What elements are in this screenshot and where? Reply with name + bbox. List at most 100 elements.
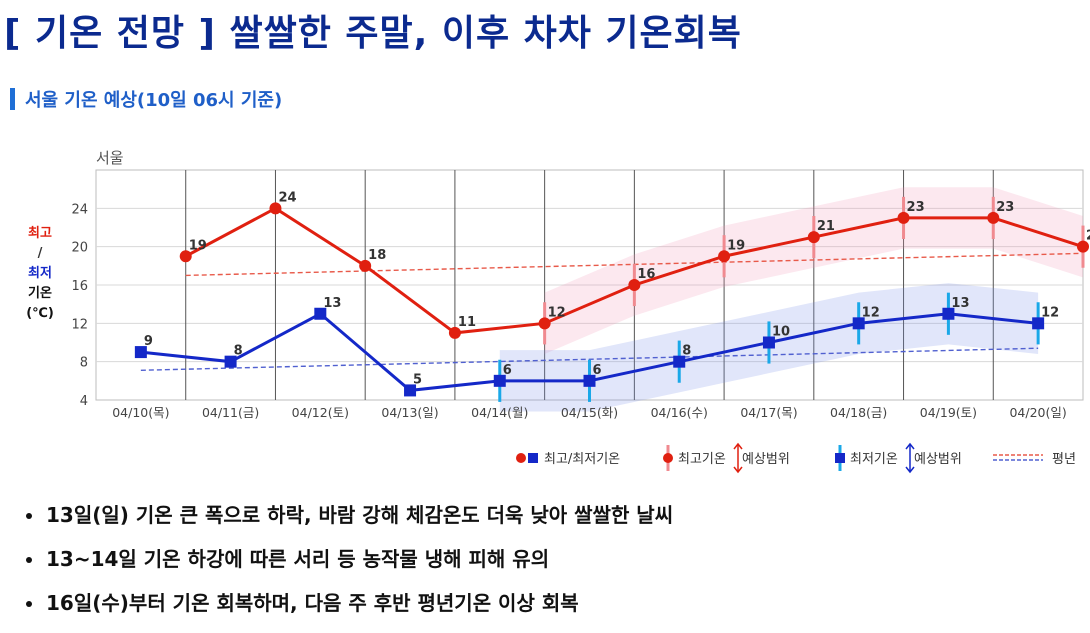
max-temp-point [538,317,551,330]
section-heading-text: 서울 기온 예상(10일 06시 기준) [25,90,283,111]
data-label: 24 [278,190,296,205]
summary-bullets: 13일(일) 기온 큰 폭으로 하락, 바람 강해 체감온도 더욱 낮아 쌀쌀한… [26,500,673,632]
y-axis-ticks: 4 8 12 16 20 24 [71,202,88,409]
max-temp-point [807,231,820,244]
bullet-dot [26,513,32,519]
data-label: 20 [1086,229,1090,244]
max-temp-range-band [544,187,1083,354]
data-label: 13 [323,296,341,311]
y-tick-label: 12 [71,317,88,332]
data-label: 12 [862,305,880,320]
data-label: 18 [368,248,386,263]
chart-legend: 최고/최저기온 최고기온 예상범위 최저기온 예상범위 평년 [516,442,1076,474]
data-label: 21 [817,219,835,234]
data-label: 19 [727,238,745,253]
y-tick-label: 16 [71,279,88,294]
legend-arrow-up-icon [733,442,743,450]
min-temp-point [852,317,865,330]
max-temp-point [269,202,282,215]
max-temp-point [718,250,731,263]
max-temp-point [628,279,641,291]
data-label: 23 [907,200,925,215]
bullet-dot [26,601,32,607]
bullet-dot [26,557,32,563]
legend-label: 최고기온 [678,452,726,467]
y-tick-label: 20 [71,241,88,256]
data-label: 13 [951,296,969,311]
x-tick-label: 04/17(목) [740,405,797,420]
min-temp-point [493,374,506,387]
data-label: 19 [189,238,207,253]
data-label: 16 [637,267,655,282]
legend-label: 예상범위 [914,452,962,467]
min-temp-point [314,307,327,320]
min-temp-point [404,384,417,397]
min-temp-point [762,336,775,349]
x-tick-label: 04/13(일) [381,405,438,420]
legend-max-marker [516,453,526,463]
y-tick-label: 8 [80,356,88,371]
legend-label: 평년 [1052,452,1076,467]
legend-arrow-down-icon [905,466,915,474]
legend-label: 최고/최저기온 [544,452,620,467]
x-tick-label: 04/11(금) [202,405,259,420]
x-tick-label: 04/19(토) [920,405,977,420]
legend-min-marker [528,453,538,463]
bullet-item: 13일(일) 기온 큰 폭으로 하락, 바람 강해 체감온도 더욱 낮아 쌀쌀한… [26,500,673,544]
x-tick-label: 04/15(화) [561,405,618,420]
data-label: 5 [413,372,422,387]
max-temp-point [897,211,910,224]
bullet-item: 16일(수)부터 기온 회복하며, 다음 주 후반 평년기온 이상 회복 [26,588,673,632]
x-tick-label: 04/12(토) [292,405,349,420]
data-label: 12 [1041,305,1059,320]
y-axis-label-part: 기온 [28,286,52,301]
bullet-text: 16일(수)부터 기온 회복하며, 다음 주 후반 평년기온 이상 회복 [46,591,579,615]
bullet-text: 13일(일) 기온 큰 폭으로 하락, 바람 강해 체감온도 더욱 낮아 쌀쌀한… [46,503,674,527]
min-temp-point [583,374,596,387]
x-axis-ticks: 04/10(목) 04/11(금) 04/12(토) 04/13(일) 04/14(월)… [112,405,1067,420]
data-label: 6 [593,363,602,378]
data-label: 8 [234,344,243,359]
data-label: 23 [996,200,1014,215]
legend-min-marker [835,453,845,463]
section-heading: 서울 기온 예상(10일 06시 기준) [10,88,283,111]
x-tick-label: 04/10(목) [112,405,169,420]
y-axis-label-part: (℃) [26,306,54,321]
y-axis-label-part: 최고 [28,226,52,241]
max-temp-point [359,259,372,272]
legend-label: 예상범위 [742,452,790,467]
y-tick-label: 24 [71,202,88,217]
max-temp-point [179,250,192,263]
chart-title: 서울 [96,149,124,167]
data-label: 8 [682,344,691,359]
legend-max-marker [663,453,673,463]
y-axis-label-part: 최저 [28,266,52,281]
max-temp-point [448,326,461,339]
x-tick-label: 04/16(수) [651,405,708,420]
data-label: 6 [503,363,512,378]
normal-min-line [140,347,1039,371]
bullet-text: 13~14일 기온 하강에 따른 서리 등 농작물 냉해 피해 유의 [46,547,550,571]
temperature-chart: 서울 최고/최저기온(℃) 19241811121619212323209813… [26,149,1090,474]
legend-arrow-down-icon [733,466,743,474]
max-temp-point [987,211,1000,224]
min-temp-point [673,355,686,368]
data-label: 12 [548,305,566,320]
y-axis-label-part: / [38,246,43,261]
min-temp-point [134,346,147,359]
x-tick-label: 04/20(일) [1009,405,1066,420]
data-label: 11 [458,315,476,330]
y-axis-label: 최고 / 최저기온 (℃) [26,226,54,321]
data-label: 9 [144,334,153,349]
page-title: [ 기온 전망 ] 쌀쌀한 주말, 이후 차차 기온회복 [4,13,742,54]
min-temp-point [224,355,237,368]
y-tick-label: 4 [80,394,88,409]
legend-arrow-up-icon [905,442,915,450]
x-tick-label: 04/14(월) [471,405,528,420]
legend-label: 최저기온 [850,452,898,467]
min-temp-point [942,307,955,320]
bullet-item: 13~14일 기온 하강에 따른 서리 등 농작물 냉해 피해 유의 [26,544,673,588]
x-tick-label: 04/18(금) [830,405,887,420]
max-temp-point [1077,240,1089,253]
min-temp-point [1032,317,1045,330]
